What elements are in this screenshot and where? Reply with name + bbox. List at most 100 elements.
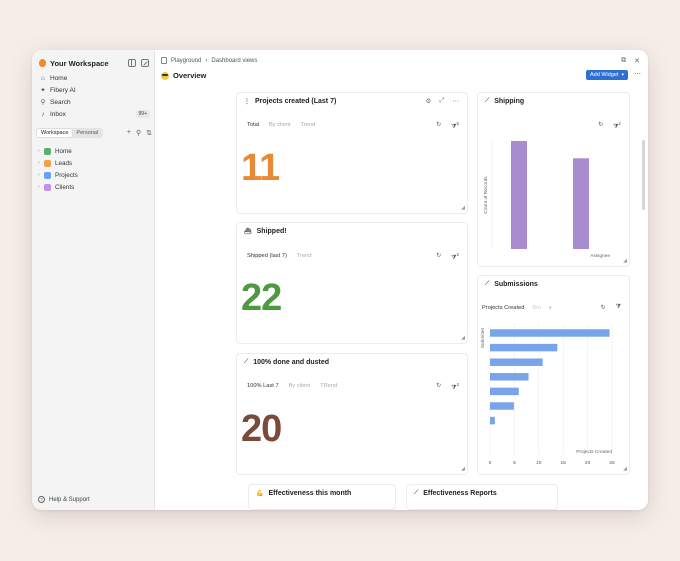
breadcrumb-item[interactable]: Playground	[171, 57, 202, 64]
nav-item-search[interactable]: ⚲ Search	[38, 96, 150, 108]
resize-handle-icon[interactable]: ◢	[461, 335, 465, 341]
x-tick-label: 5	[513, 460, 516, 466]
tab-by-client[interactable]: By client	[288, 383, 311, 389]
drag-handle-icon[interactable]: ⋮	[244, 99, 250, 105]
more-options-icon[interactable]: ⋯	[634, 71, 641, 78]
workspace-header[interactable]: Your Workspace	[39, 57, 149, 69]
space-icon	[44, 171, 51, 179]
nav-label: Search	[50, 98, 71, 106]
filter-icon[interactable]: ⧩	[615, 304, 621, 310]
x-tick-label: 20	[585, 460, 591, 466]
trend-icon: ⟋	[414, 490, 419, 496]
tab-100-last-7[interactable]: 100% Last 7	[247, 383, 279, 389]
x-axis-label: Projects Created	[576, 449, 612, 455]
app-window: Your Workspace ⌂ Home ✦ Fibery AI ⚲ Sear…	[32, 50, 648, 510]
metric-value: 11	[241, 147, 280, 189]
sidebar-toggle-icon[interactable]	[128, 59, 136, 67]
space-icon	[44, 147, 51, 155]
plus-icon[interactable]: +	[126, 129, 131, 136]
help-icon: ?	[38, 496, 45, 503]
search-icon[interactable]: ⚲	[135, 130, 142, 137]
sort-icon[interactable]: ⇅	[146, 130, 152, 137]
tab-bro[interactable]: Bro	[532, 305, 542, 311]
bar	[490, 416, 495, 425]
tab-by-client[interactable]: By client	[269, 122, 291, 128]
sidebar-nav: ⌂ Home ✦ Fibery AI ⚲ Search ♪ Inbox 99+	[38, 72, 150, 120]
tab-trend[interactable]: Trend	[300, 122, 316, 128]
nav-label: Home	[50, 74, 68, 82]
inbox-count-badge: 99+	[135, 110, 150, 118]
tab-personal[interactable]: Personal	[76, 130, 99, 136]
space-icon	[44, 183, 51, 191]
chevron-right-icon[interactable]: ›	[38, 172, 40, 178]
refresh-icon[interactable]: ↻	[436, 253, 442, 259]
filter-icon[interactable]: ⧩2	[451, 252, 459, 261]
tree-label: Projects	[55, 171, 78, 179]
resize-handle-icon[interactable]: ◢	[461, 205, 465, 211]
chevron-right-icon[interactable]: ›	[38, 148, 40, 154]
chevron-right-icon[interactable]: ›	[549, 305, 552, 311]
tree-item-projects[interactable]: › Projects	[38, 169, 150, 181]
filter-count: 2	[456, 252, 459, 257]
chevron-right-icon[interactable]: ›	[38, 184, 40, 190]
tree-label: Clients	[55, 183, 75, 191]
x-axis-label: Assignee	[590, 253, 610, 258]
breadcrumb-item[interactable]: Dashboard views	[211, 57, 258, 64]
page-icon	[161, 57, 167, 64]
tab-trend[interactable]: TRend	[320, 383, 338, 389]
nav-item-inbox[interactable]: ♪ Inbox 99+	[38, 108, 150, 120]
tab-trend[interactable]: Trend	[296, 253, 312, 259]
filter-icon[interactable]: ⧩2	[451, 382, 459, 391]
sparkle-icon: ✦	[40, 87, 46, 94]
new-page-icon[interactable]	[141, 59, 149, 67]
widget-projects-created: ⋮ Projects created (Last 7) ⚙ ⤢ ⋯ Total …	[236, 92, 468, 214]
filter-count: 2	[456, 382, 459, 387]
resize-handle-icon[interactable]: ◢	[623, 466, 627, 472]
page-title-text: Overview	[173, 71, 207, 80]
filter-icon[interactable]: ⧩2	[613, 121, 621, 130]
gear-icon[interactable]: ⚙	[425, 98, 432, 105]
trend-icon: ⟋	[485, 98, 490, 104]
close-icon[interactable]: ✕	[634, 58, 640, 65]
bar	[490, 402, 514, 410]
tree-item-clients[interactable]: › Clients	[38, 181, 150, 193]
nav-item-home[interactable]: ⌂ Home	[38, 72, 150, 84]
widget-title-text: Projects created (Last 7)	[255, 98, 337, 105]
sunglasses-emoji-icon	[161, 71, 169, 80]
refresh-icon[interactable]: ↻	[436, 383, 442, 389]
expand-icon[interactable]: ⤢	[439, 97, 445, 104]
resize-handle-icon[interactable]: ◢	[623, 258, 627, 264]
tab-total[interactable]: Total	[247, 122, 260, 128]
bar	[490, 373, 529, 381]
tab-projects-created[interactable]: Projects Created	[482, 305, 525, 311]
help-support-link[interactable]: ? Help & Support	[38, 496, 90, 503]
widget-title-text: Shipped!	[256, 228, 287, 235]
space-tree: › Home › Leads › Projects › Clients	[38, 145, 150, 193]
widget-title: 💪 Effectiveness this month	[256, 490, 351, 497]
refresh-icon[interactable]: ↻	[600, 305, 606, 311]
tab-shipped-last-7[interactable]: Shipped (last 7)	[247, 253, 287, 259]
more-icon[interactable]: ⋯	[452, 98, 460, 105]
add-widget-label: Add Widget	[590, 72, 619, 78]
refresh-icon[interactable]: ↻	[598, 122, 604, 128]
add-widget-button[interactable]: Add Widget ▾	[586, 70, 628, 80]
chevron-right-icon: ›	[205, 57, 208, 64]
widget-effectiveness: 💪 Effectiveness this month	[248, 484, 396, 510]
chevron-right-icon[interactable]: ›	[38, 160, 40, 166]
metric-value: 20	[241, 408, 282, 450]
tree-item-leads[interactable]: › Leads	[38, 157, 150, 169]
workspace-name: Your Workspace	[50, 58, 109, 68]
filter-icon[interactable]: ⧩5	[451, 121, 459, 130]
tab-workspace[interactable]: Workspace	[37, 129, 73, 137]
scrollbar[interactable]	[642, 140, 645, 210]
resize-handle-icon[interactable]: ◢	[461, 466, 465, 472]
refresh-icon[interactable]: ↻	[436, 122, 442, 128]
filter-count: 5	[456, 121, 459, 126]
bar	[511, 141, 527, 249]
nav-item-fibery-ai[interactable]: ✦ Fibery AI	[38, 84, 150, 96]
space-icon	[44, 159, 51, 167]
tree-item-home[interactable]: › Home	[38, 145, 150, 157]
open-external-icon[interactable]: ⧉	[621, 57, 627, 64]
widget-title: ⟋ Effectiveness Reports	[414, 490, 497, 497]
widget-shipping: ⟋ Shipping ↻ ⧩2 Count of Records Assignee…	[477, 92, 630, 267]
